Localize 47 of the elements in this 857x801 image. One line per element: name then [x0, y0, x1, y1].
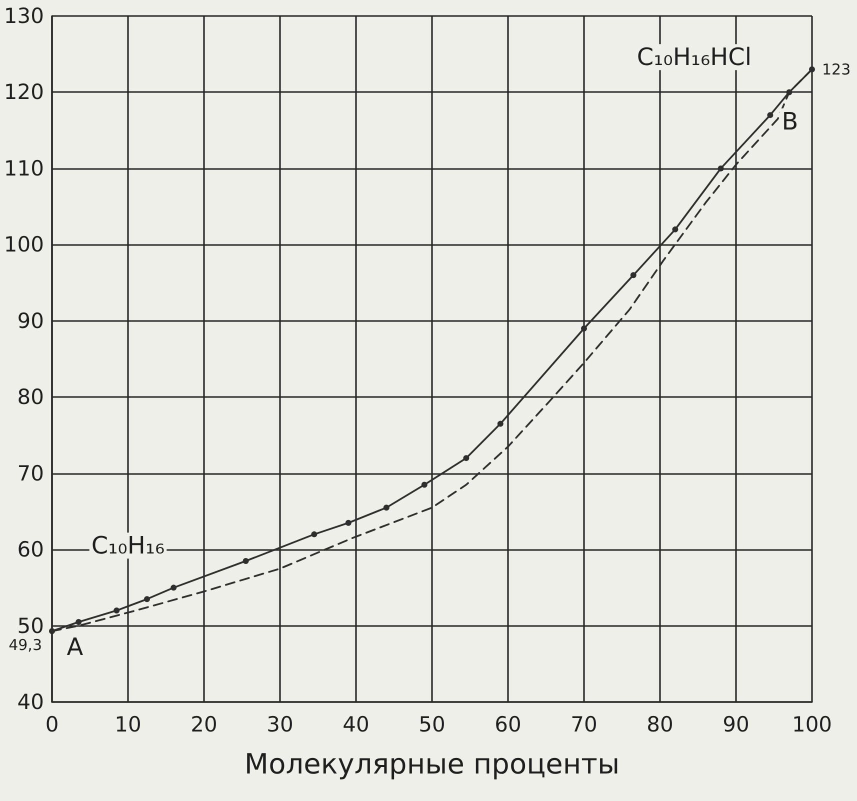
data-label: 123 [822, 60, 851, 78]
x-tick-label: 60 [494, 712, 522, 736]
x-tick-label: 90 [722, 712, 750, 736]
y-tick-label: 70 [17, 461, 44, 486]
point [809, 66, 815, 72]
x-tick-label: 0 [45, 712, 59, 736]
annotation: B [782, 107, 798, 136]
point [49, 628, 55, 634]
x-tick-label: 30 [266, 712, 294, 736]
point [718, 165, 724, 172]
y-tick-label: 40 [17, 690, 44, 714]
y-tick-label: 60 [17, 538, 44, 562]
y-tick-label: 130 [4, 4, 44, 28]
point [144, 596, 150, 602]
point [581, 326, 587, 332]
point [463, 455, 470, 462]
annotation: A [66, 633, 84, 662]
x-tick-label: 40 [342, 712, 370, 736]
point [345, 520, 352, 526]
x-tick-label: 100 [792, 712, 832, 736]
point [630, 272, 636, 278]
point [672, 226, 678, 232]
point [383, 504, 390, 511]
point [76, 618, 82, 625]
point [242, 558, 249, 564]
point [311, 531, 318, 538]
y-tick-label: 90 [17, 308, 44, 333]
y-tick-label: 100 [4, 232, 44, 257]
x-tick-label: 50 [418, 712, 446, 736]
point [767, 112, 774, 118]
point [170, 584, 177, 591]
point [421, 482, 428, 488]
y-tick-label: 120 [4, 80, 44, 104]
y-tick-label: 80 [17, 385, 44, 410]
x-tick-label: 10 [114, 712, 142, 736]
x-tick-label: 20 [190, 712, 218, 736]
x-tick-label: 80 [646, 712, 674, 736]
y-tick-label: 50 [17, 614, 44, 638]
data-label: 49,3 [8, 636, 42, 654]
point [786, 89, 792, 96]
annotation: C₁₀H₁₆HCl [636, 43, 752, 72]
point [114, 608, 120, 614]
annotation: C₁₀H₁₆ [91, 532, 165, 560]
x-tick-label: 70 [570, 712, 598, 736]
y-tick-label: 110 [4, 156, 44, 180]
x-axis-title: Молекулярные проценты [244, 748, 620, 780]
point [497, 420, 504, 427]
